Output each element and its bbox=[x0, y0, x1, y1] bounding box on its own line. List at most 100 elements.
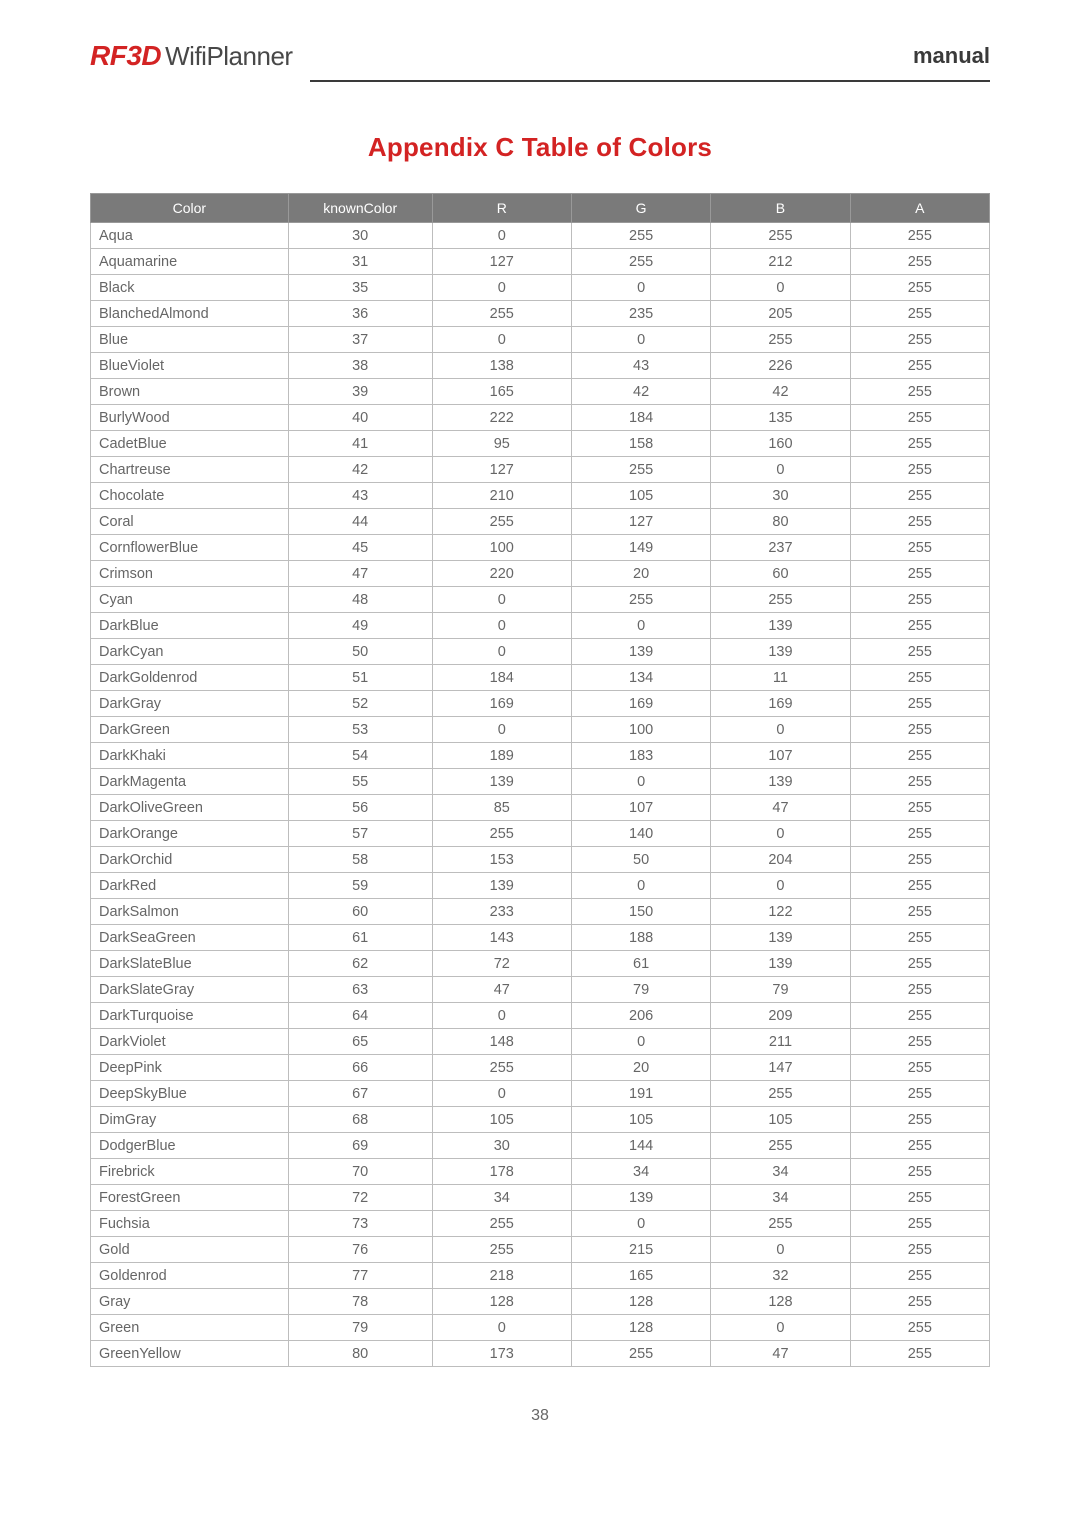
color-name-cell: GreenYellow bbox=[91, 1341, 289, 1367]
value-cell: 134 bbox=[571, 665, 710, 691]
value-cell: 58 bbox=[288, 847, 432, 873]
value-cell: 37 bbox=[288, 327, 432, 353]
color-name-cell: CadetBlue bbox=[91, 431, 289, 457]
color-name-cell: Aqua bbox=[91, 223, 289, 249]
table-row: DeepPink6625520147255 bbox=[91, 1055, 990, 1081]
value-cell: 255 bbox=[850, 1029, 989, 1055]
color-name-cell: Fuchsia bbox=[91, 1211, 289, 1237]
value-cell: 255 bbox=[850, 509, 989, 535]
value-cell: 50 bbox=[571, 847, 710, 873]
color-name-cell: Aquamarine bbox=[91, 249, 289, 275]
color-name-cell: Crimson bbox=[91, 561, 289, 587]
value-cell: 0 bbox=[571, 275, 710, 301]
table-row: DodgerBlue6930144255255 bbox=[91, 1133, 990, 1159]
value-cell: 30 bbox=[288, 223, 432, 249]
color-name-cell: Cyan bbox=[91, 587, 289, 613]
value-cell: 255 bbox=[571, 1341, 710, 1367]
value-cell: 60 bbox=[711, 561, 850, 587]
value-cell: 255 bbox=[711, 587, 850, 613]
value-cell: 50 bbox=[288, 639, 432, 665]
value-cell: 47 bbox=[711, 795, 850, 821]
value-cell: 173 bbox=[432, 1341, 571, 1367]
value-cell: 100 bbox=[432, 535, 571, 561]
value-cell: 255 bbox=[850, 301, 989, 327]
color-name-cell: DarkSlateBlue bbox=[91, 951, 289, 977]
value-cell: 160 bbox=[711, 431, 850, 457]
color-name-cell: Green bbox=[91, 1315, 289, 1341]
value-cell: 255 bbox=[850, 821, 989, 847]
value-cell: 206 bbox=[571, 1003, 710, 1029]
logo-rf3d: RF3D bbox=[90, 40, 161, 72]
value-cell: 42 bbox=[288, 457, 432, 483]
value-cell: 0 bbox=[432, 613, 571, 639]
value-cell: 42 bbox=[571, 379, 710, 405]
table-row: DarkGoldenrod5118413411255 bbox=[91, 665, 990, 691]
page-number: 38 bbox=[90, 1407, 990, 1425]
color-name-cell: DarkOliveGreen bbox=[91, 795, 289, 821]
color-name-cell: DeepPink bbox=[91, 1055, 289, 1081]
color-name-cell: CornflowerBlue bbox=[91, 535, 289, 561]
color-name-cell: Goldenrod bbox=[91, 1263, 289, 1289]
table-row: BlanchedAlmond36255235205255 bbox=[91, 301, 990, 327]
value-cell: 212 bbox=[711, 249, 850, 275]
value-cell: 139 bbox=[711, 613, 850, 639]
value-cell: 107 bbox=[711, 743, 850, 769]
value-cell: 255 bbox=[850, 249, 989, 275]
value-cell: 49 bbox=[288, 613, 432, 639]
color-name-cell: DarkRed bbox=[91, 873, 289, 899]
value-cell: 52 bbox=[288, 691, 432, 717]
table-row: DarkOrchid5815350204255 bbox=[91, 847, 990, 873]
value-cell: 237 bbox=[711, 535, 850, 561]
table-row: DarkOrange572551400255 bbox=[91, 821, 990, 847]
value-cell: 183 bbox=[571, 743, 710, 769]
value-cell: 30 bbox=[711, 483, 850, 509]
value-cell: 255 bbox=[850, 1133, 989, 1159]
value-cell: 47 bbox=[711, 1341, 850, 1367]
color-name-cell: DarkTurquoise bbox=[91, 1003, 289, 1029]
value-cell: 139 bbox=[432, 873, 571, 899]
value-cell: 54 bbox=[288, 743, 432, 769]
table-row: ForestGreen723413934255 bbox=[91, 1185, 990, 1211]
colors-table: ColorknownColorRGBA Aqua300255255255Aqua… bbox=[90, 193, 990, 1367]
value-cell: 255 bbox=[850, 795, 989, 821]
value-cell: 85 bbox=[432, 795, 571, 821]
value-cell: 66 bbox=[288, 1055, 432, 1081]
table-row: DarkSalmon60233150122255 bbox=[91, 899, 990, 925]
value-cell: 0 bbox=[432, 1315, 571, 1341]
value-cell: 191 bbox=[571, 1081, 710, 1107]
value-cell: 62 bbox=[288, 951, 432, 977]
value-cell: 48 bbox=[288, 587, 432, 613]
value-cell: 184 bbox=[432, 665, 571, 691]
value-cell: 59 bbox=[288, 873, 432, 899]
value-cell: 0 bbox=[571, 1029, 710, 1055]
value-cell: 222 bbox=[432, 405, 571, 431]
table-row: Chocolate4321010530255 bbox=[91, 483, 990, 509]
value-cell: 255 bbox=[850, 717, 989, 743]
value-cell: 255 bbox=[850, 1341, 989, 1367]
value-cell: 61 bbox=[571, 951, 710, 977]
value-cell: 30 bbox=[432, 1133, 571, 1159]
value-cell: 255 bbox=[850, 665, 989, 691]
table-row: DarkKhaki54189183107255 bbox=[91, 743, 990, 769]
value-cell: 139 bbox=[571, 639, 710, 665]
table-row: DarkTurquoise640206209255 bbox=[91, 1003, 990, 1029]
value-cell: 140 bbox=[571, 821, 710, 847]
value-cell: 169 bbox=[571, 691, 710, 717]
value-cell: 107 bbox=[571, 795, 710, 821]
value-cell: 255 bbox=[850, 431, 989, 457]
value-cell: 63 bbox=[288, 977, 432, 1003]
table-row: DarkSlateBlue627261139255 bbox=[91, 951, 990, 977]
color-name-cell: Blue bbox=[91, 327, 289, 353]
color-name-cell: Black bbox=[91, 275, 289, 301]
col-header: A bbox=[850, 194, 989, 223]
value-cell: 45 bbox=[288, 535, 432, 561]
color-name-cell: BlanchedAlmond bbox=[91, 301, 289, 327]
value-cell: 255 bbox=[850, 847, 989, 873]
value-cell: 0 bbox=[571, 873, 710, 899]
value-cell: 76 bbox=[288, 1237, 432, 1263]
value-cell: 0 bbox=[432, 1081, 571, 1107]
color-name-cell: DarkViolet bbox=[91, 1029, 289, 1055]
logo-wifiplanner: WifiPlanner bbox=[165, 41, 292, 72]
value-cell: 220 bbox=[432, 561, 571, 587]
color-name-cell: Brown bbox=[91, 379, 289, 405]
